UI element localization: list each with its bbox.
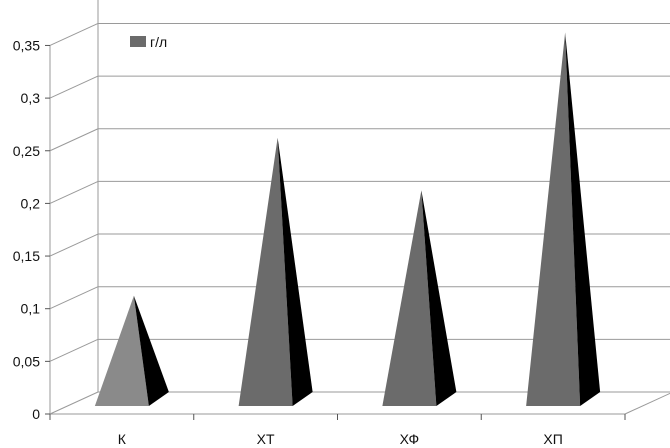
y-tick-label: 0,05	[13, 353, 40, 369]
x-axis-ticks: К ХТ ХФ ХП	[49, 414, 626, 447]
gridline-diagonal	[49, 22, 99, 46]
cone-front	[238, 137, 293, 406]
x-tick-label: ХТ	[257, 431, 275, 447]
cone-side	[421, 190, 457, 406]
cone-front	[94, 295, 149, 406]
cone-side	[133, 295, 169, 406]
y-tick-label: 0	[32, 406, 40, 422]
gridline-diagonal	[49, 286, 99, 310]
cone-side	[277, 137, 313, 406]
legend-swatch	[130, 36, 146, 47]
cone-side	[565, 32, 601, 406]
y-tick-label: 0,35	[13, 37, 40, 53]
legend-label: г/л	[150, 34, 167, 50]
y-tick-label: 0,25	[13, 143, 40, 159]
y-tick-label: 0,1	[21, 301, 41, 317]
gridline-diagonal	[49, 338, 99, 362]
gridline-diagonal	[49, 75, 99, 99]
legend: г/л	[130, 34, 167, 50]
x-tick-label: К	[118, 431, 127, 447]
y-tick-label: 0,3	[21, 90, 41, 106]
floor-right-edge	[624, 392, 670, 415]
gridline-diagonal	[49, 233, 99, 257]
data-cones	[94, 32, 601, 406]
y-tick-label: 0,15	[13, 248, 40, 264]
x-tick-label: ХП	[543, 431, 562, 447]
gridline-diagonal	[49, 128, 99, 152]
cone-front	[526, 32, 581, 406]
x-tick-label: ХФ	[400, 431, 420, 447]
y-axis-ticks: 0 0,05 0,1 0,15 0,2 0,25 0,3 0,35	[13, 37, 50, 422]
y-tick-label: 0,2	[21, 195, 41, 211]
cone-front	[382, 190, 437, 406]
gridline-diagonal	[49, 180, 99, 204]
gridline-diagonal	[49, 391, 99, 415]
